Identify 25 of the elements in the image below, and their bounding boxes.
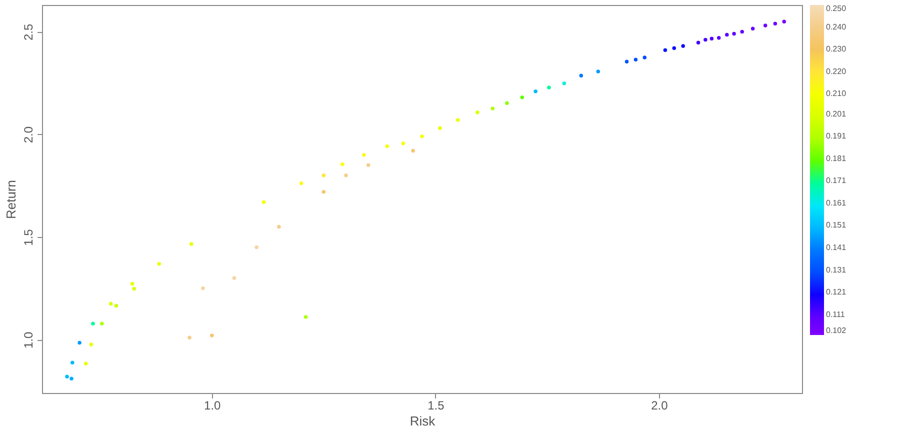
color-bar-label: 0.111 [826, 310, 846, 319]
color-bar-label: 0.201 [826, 109, 847, 118]
y-tick-label: 1.0 [22, 331, 36, 348]
y-axis-title: Return [4, 180, 18, 220]
y-tick-label: 2.5 [22, 24, 36, 41]
color-bar-label: 0.230 [826, 44, 847, 54]
x-tick-label: 1.0 [204, 398, 222, 412]
color-bar-label: 0.220 [826, 66, 847, 76]
color-bar-label: 0.250 [826, 4, 847, 13]
y-tick-label: 1.5 [22, 228, 36, 246]
color-bar-label: 0.102 [826, 326, 847, 335]
x-axis-title: Risk [410, 414, 436, 428]
color-bar-label: 0.141 [826, 243, 847, 252]
color-bar-label: 0.181 [826, 154, 847, 163]
color-bar-label: 0.210 [826, 89, 847, 98]
x-tick-label: 2.0 [651, 398, 668, 412]
color-bar-label: 0.191 [826, 132, 847, 141]
y-tick-label: 2.0 [22, 126, 36, 144]
color-bar-label: 0.151 [826, 220, 847, 230]
color-bar-label: 0.121 [826, 288, 847, 297]
color-bar-label: 0.131 [826, 265, 847, 274]
x-tick-label: 1.5 [428, 398, 445, 412]
color-bar-label: 0.240 [826, 22, 847, 32]
color-bar-label: 0.171 [826, 176, 847, 186]
color-bar-label: 0.161 [826, 198, 847, 208]
